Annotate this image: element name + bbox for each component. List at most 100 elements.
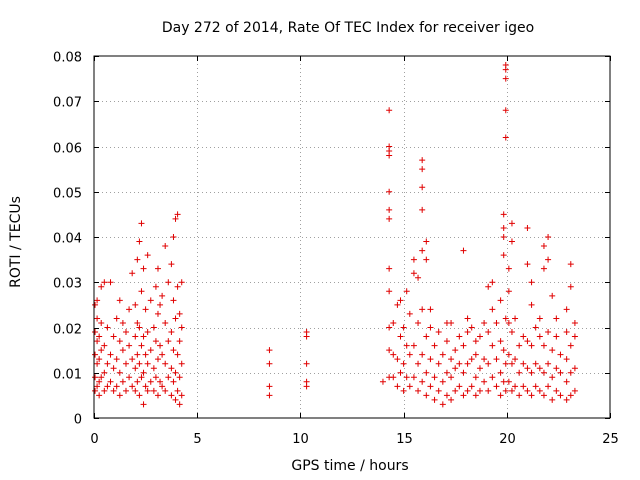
data-point-marker — [540, 342, 547, 349]
data-point-marker — [144, 329, 151, 336]
data-point-marker — [150, 387, 157, 394]
data-point-marker — [170, 378, 177, 385]
data-point-marker — [489, 279, 496, 286]
data-point-marker — [500, 211, 507, 218]
data-point-marker — [147, 347, 154, 354]
data-point-marker — [493, 356, 500, 363]
data-point-marker — [476, 365, 483, 372]
data-point-marker — [142, 383, 149, 390]
data-point-marker — [508, 220, 515, 227]
data-point-marker — [540, 243, 547, 250]
y-axis-ticks: 0 0.01 0.02 0.03 0.04 0.05 0.06 0.07 0.08 — [53, 51, 610, 428]
data-point-marker — [563, 356, 570, 363]
data-point-marker — [394, 356, 401, 363]
data-point-marker — [94, 360, 101, 367]
data-point-marker — [532, 383, 539, 390]
data-point-marker — [500, 378, 507, 385]
data-point-marker — [147, 297, 154, 304]
data-point-marker — [144, 252, 151, 259]
data-point-marker — [549, 374, 556, 381]
data-point-marker — [427, 306, 434, 313]
data-point-marker — [113, 315, 120, 322]
data-point-marker — [303, 378, 310, 385]
data-point-marker — [415, 274, 422, 281]
data-point-marker — [508, 360, 515, 367]
data-point-marker — [435, 360, 442, 367]
data-point-marker — [512, 383, 519, 390]
data-point-marker — [147, 378, 154, 385]
data-point-marker — [126, 374, 133, 381]
data-point-marker — [571, 319, 578, 326]
data-point-marker — [138, 342, 145, 349]
data-point-marker — [500, 252, 507, 259]
data-point-marker — [134, 351, 141, 358]
data-point-marker — [524, 387, 531, 394]
data-point-marker — [563, 329, 570, 336]
data-point-marker — [150, 324, 157, 331]
data-point-marker — [129, 356, 136, 363]
data-point-marker — [415, 319, 422, 326]
data-point-marker — [98, 347, 105, 354]
data-point-marker — [464, 360, 471, 367]
data-point-marker — [162, 360, 169, 367]
data-point-marker — [502, 387, 509, 394]
data-point-marker — [452, 347, 459, 354]
data-point-marker — [170, 347, 177, 354]
data-point-marker — [419, 166, 426, 173]
data-point-marker — [113, 383, 120, 390]
data-point-marker — [129, 383, 136, 390]
data-point-marker — [140, 265, 147, 272]
data-point-marker — [468, 324, 475, 331]
data-point-marker — [168, 365, 175, 372]
data-point-marker — [138, 374, 145, 381]
data-point-marker — [110, 365, 117, 372]
data-point-marker — [549, 396, 556, 403]
data-point-marker — [107, 378, 114, 385]
data-point-marker — [431, 374, 438, 381]
data-point-marker — [502, 62, 509, 69]
data-point-marker — [563, 396, 570, 403]
data-point-marker — [107, 351, 114, 358]
data-point-marker — [549, 347, 556, 354]
data-point-marker — [170, 297, 177, 304]
data-point-marker — [165, 338, 172, 345]
data-point-marker — [427, 383, 434, 390]
data-point-marker — [502, 315, 509, 322]
data-point-marker — [159, 383, 166, 390]
data-point-marker — [468, 383, 475, 390]
data-points — [92, 62, 578, 408]
data-point-marker — [435, 329, 442, 336]
data-point-marker — [174, 387, 181, 394]
data-point-marker — [162, 387, 169, 394]
data-point-marker — [419, 306, 426, 313]
data-point-marker — [168, 261, 175, 268]
data-point-marker — [435, 387, 442, 394]
data-point-marker — [390, 374, 397, 381]
data-point-marker — [508, 238, 515, 245]
data-point-marker — [172, 396, 179, 403]
data-point-marker — [557, 392, 564, 399]
data-point-marker — [174, 211, 181, 218]
y-tick-label: 0.05 — [53, 187, 82, 202]
data-point-marker — [303, 360, 310, 367]
data-point-marker — [113, 356, 120, 363]
data-point-marker — [540, 265, 547, 272]
data-point-marker — [419, 351, 426, 358]
y-tick-label: 0.08 — [53, 51, 82, 66]
data-point-marker — [505, 351, 512, 358]
data-point-marker — [502, 360, 509, 367]
data-point-marker — [472, 338, 479, 345]
data-point-marker — [400, 360, 407, 367]
data-point-marker — [500, 224, 507, 231]
data-point-marker — [540, 369, 547, 376]
data-point-marker — [502, 134, 509, 141]
data-point-marker — [512, 356, 519, 363]
data-point-marker — [419, 206, 426, 213]
data-point-marker — [439, 378, 446, 385]
data-point-marker — [500, 234, 507, 240]
y-tick-label: 0.04 — [53, 232, 82, 247]
data-point-marker — [528, 392, 535, 399]
data-point-marker — [476, 333, 483, 340]
data-point-marker — [452, 365, 459, 372]
data-point-marker — [545, 383, 552, 390]
